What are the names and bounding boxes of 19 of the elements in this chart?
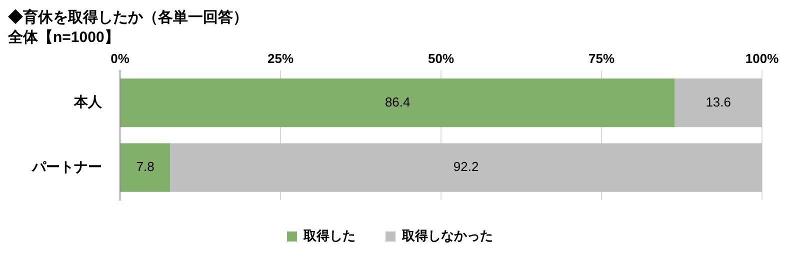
data-label: 92.2: [453, 159, 479, 174]
legend-label: 取得した: [302, 228, 356, 244]
chart-title: ◆育休を取得したか（各単一回答）: [8, 8, 249, 28]
x-tick-label: 50%: [428, 51, 454, 66]
x-tick-label: 75%: [588, 51, 615, 66]
data-label: 7.8: [136, 159, 154, 174]
y-tick-label: パートナー: [31, 158, 102, 174]
bar: [120, 143, 170, 192]
bar: [120, 78, 675, 128]
data-label: 86.4: [384, 94, 410, 110]
y-tick-label: 本人: [73, 94, 103, 110]
x-tick-label: 25%: [267, 51, 294, 66]
bar: [674, 78, 762, 128]
legend-label: 取得しなかった: [401, 228, 493, 244]
data-label: 13.6: [706, 94, 731, 110]
chart-subtitle: 全体【n=1000】: [8, 28, 120, 48]
bar: [170, 143, 762, 192]
x-tick-label: 100%: [745, 51, 780, 66]
x-tick-label: 0%: [110, 51, 130, 66]
